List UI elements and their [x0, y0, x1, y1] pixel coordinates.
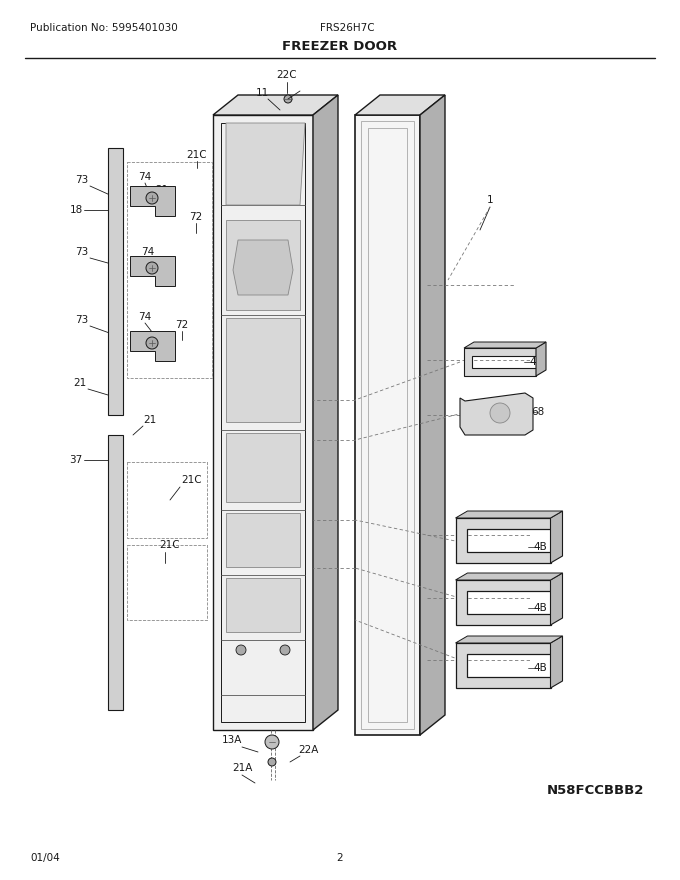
Text: 4B: 4B [533, 663, 547, 673]
Polygon shape [130, 186, 175, 216]
Circle shape [265, 735, 279, 749]
Polygon shape [551, 573, 562, 625]
Polygon shape [551, 511, 562, 563]
Text: 37: 37 [69, 455, 83, 465]
Text: 4B: 4B [533, 542, 547, 552]
Polygon shape [213, 115, 313, 730]
Text: 21A: 21A [232, 763, 252, 773]
Polygon shape [355, 95, 445, 115]
Circle shape [490, 403, 510, 423]
Polygon shape [108, 148, 123, 415]
Text: 18: 18 [69, 205, 83, 215]
Text: 21: 21 [73, 378, 86, 388]
Text: 2: 2 [337, 853, 343, 863]
Text: FREEZER DOOR: FREEZER DOOR [282, 40, 398, 54]
Polygon shape [420, 95, 445, 735]
Text: FRS26H7C: FRS26H7C [320, 23, 375, 33]
Polygon shape [456, 518, 551, 563]
Polygon shape [130, 331, 175, 361]
Text: 73: 73 [75, 315, 88, 325]
Text: 21: 21 [143, 415, 156, 425]
Text: 21: 21 [155, 185, 169, 195]
Text: 01/04: 01/04 [30, 853, 60, 863]
Polygon shape [464, 342, 546, 348]
Text: 21C: 21C [182, 475, 203, 485]
Polygon shape [456, 573, 562, 580]
Text: 21C: 21C [160, 540, 180, 550]
Text: 4A: 4A [529, 357, 543, 367]
Polygon shape [456, 511, 562, 518]
Polygon shape [226, 318, 300, 422]
Polygon shape [551, 636, 562, 688]
Polygon shape [313, 95, 338, 730]
Text: 74: 74 [138, 312, 152, 322]
Text: 4B: 4B [533, 603, 547, 613]
Text: 22A: 22A [298, 745, 318, 755]
Polygon shape [226, 220, 300, 310]
Text: 72: 72 [189, 212, 203, 222]
Polygon shape [456, 580, 551, 625]
Text: 68: 68 [531, 407, 545, 417]
Polygon shape [456, 643, 551, 688]
Text: Publication No: 5995401030: Publication No: 5995401030 [30, 23, 177, 33]
Polygon shape [460, 393, 533, 435]
Circle shape [268, 758, 276, 766]
Polygon shape [355, 115, 420, 735]
Circle shape [146, 262, 158, 274]
Circle shape [146, 192, 158, 204]
Polygon shape [130, 256, 175, 286]
Circle shape [280, 645, 290, 655]
Text: 74: 74 [138, 172, 152, 182]
Circle shape [284, 95, 292, 103]
Polygon shape [226, 433, 300, 502]
Polygon shape [464, 348, 536, 376]
Text: 73: 73 [75, 175, 88, 185]
Polygon shape [536, 342, 546, 376]
Polygon shape [221, 123, 305, 722]
Text: 21: 21 [154, 263, 167, 273]
Polygon shape [456, 636, 562, 643]
Circle shape [236, 645, 246, 655]
Text: 72: 72 [175, 320, 188, 330]
Polygon shape [233, 240, 293, 295]
Polygon shape [108, 435, 123, 710]
Polygon shape [226, 123, 305, 205]
Text: 11: 11 [256, 88, 269, 98]
Polygon shape [226, 513, 300, 567]
Circle shape [146, 337, 158, 349]
Polygon shape [226, 578, 300, 632]
Text: N58FCCBBB2: N58FCCBBB2 [546, 783, 644, 796]
Text: 22C: 22C [277, 70, 297, 80]
Polygon shape [213, 95, 338, 115]
Text: 73: 73 [75, 247, 88, 257]
Text: 74: 74 [141, 247, 154, 257]
Text: 21C: 21C [187, 150, 207, 160]
Text: 13A: 13A [222, 735, 242, 745]
Text: 1: 1 [487, 195, 493, 205]
